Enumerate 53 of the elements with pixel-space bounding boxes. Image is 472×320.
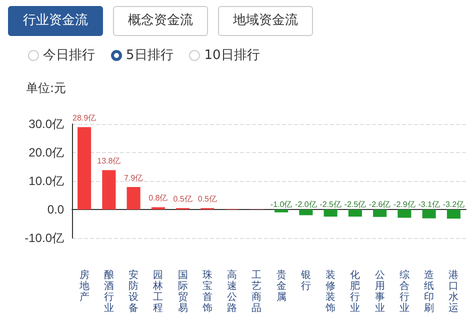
data-label: -1.0亿 <box>270 200 292 209</box>
data-label: -2.5亿 <box>344 200 366 209</box>
x-tick-label: 高速公路 <box>227 269 238 314</box>
data-label: -2.6亿 <box>368 200 391 209</box>
x-tick-label: 综合行业 <box>399 269 410 314</box>
data-label: 0.5亿 <box>173 194 192 204</box>
bar <box>102 170 116 210</box>
bar <box>274 210 288 212</box>
text: 5日排行 <box>126 47 174 64</box>
y-tick-label: -10.0亿 <box>24 231 64 245</box>
data-label: -2.5亿 <box>320 200 342 209</box>
y-axis-title: 单位:元 <box>26 80 66 97</box>
bar <box>422 210 436 218</box>
bar <box>446 210 460 219</box>
data-label: 28.9亿 <box>72 114 96 123</box>
text: 概念资金流 <box>113 6 208 36</box>
data-label: 0.5亿 <box>198 194 217 204</box>
x-tick-label: 港口水运 <box>448 269 459 314</box>
text: 行业资金流 <box>8 6 103 36</box>
x-tick-label: 贵金属 <box>276 269 286 303</box>
bar <box>348 210 362 217</box>
bar <box>373 210 387 217</box>
data-label: -2.0亿 <box>295 200 317 209</box>
y-tick-label: 10.0亿 <box>28 174 64 188</box>
x-tick-label: 化肥行业 <box>350 269 360 314</box>
x-tick-label: 安防设备 <box>128 269 139 314</box>
x-tick-label: 工艺商品 <box>252 270 262 314</box>
x-tick-label: 银行 <box>300 270 311 292</box>
data-label: -2.9亿 <box>394 200 416 209</box>
x-tick-label: 珠宝首饰 <box>201 269 212 314</box>
bar <box>299 210 313 216</box>
bar <box>126 186 140 210</box>
y-tick-label: 20.0亿 <box>28 146 64 160</box>
text: 今日排行 <box>43 47 95 64</box>
x-tick-label: 国际贸易 <box>178 270 188 314</box>
x-tick-label: 酿酒行业 <box>104 269 114 314</box>
y-tick-label: 30.0亿 <box>28 117 64 131</box>
data-label: -3.1亿 <box>418 200 440 209</box>
bar <box>324 210 338 217</box>
data-label: -3.2亿 <box>442 200 465 209</box>
x-tick-label: 公用事业 <box>374 269 385 314</box>
data-label: 7.9亿 <box>124 173 144 182</box>
x-tick-label: 园林工程 <box>152 270 164 314</box>
data-label: 0.8亿 <box>148 194 168 203</box>
text: 地域资金流 <box>218 6 313 36</box>
x-tick-label: 造纸印刷 <box>424 269 434 314</box>
data-label: 13.8亿 <box>97 156 121 166</box>
text: 10日排行 <box>204 47 260 64</box>
y-tick-label: 0.0 <box>47 202 64 216</box>
bar <box>398 210 412 218</box>
x-tick-label: 装修装饰 <box>324 269 336 314</box>
x-tick-label: 房地产 <box>78 269 90 303</box>
bar <box>78 127 92 210</box>
